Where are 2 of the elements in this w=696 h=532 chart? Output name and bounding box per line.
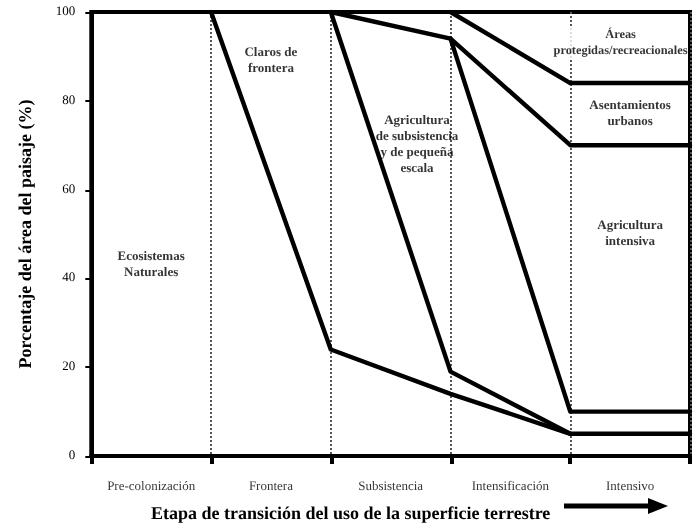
x-axis-title: Etapa de transición del uso de la superficie terrestre <box>150 503 551 523</box>
y-axis-title: Porcentaje del área del paisaje (%) <box>15 99 35 369</box>
